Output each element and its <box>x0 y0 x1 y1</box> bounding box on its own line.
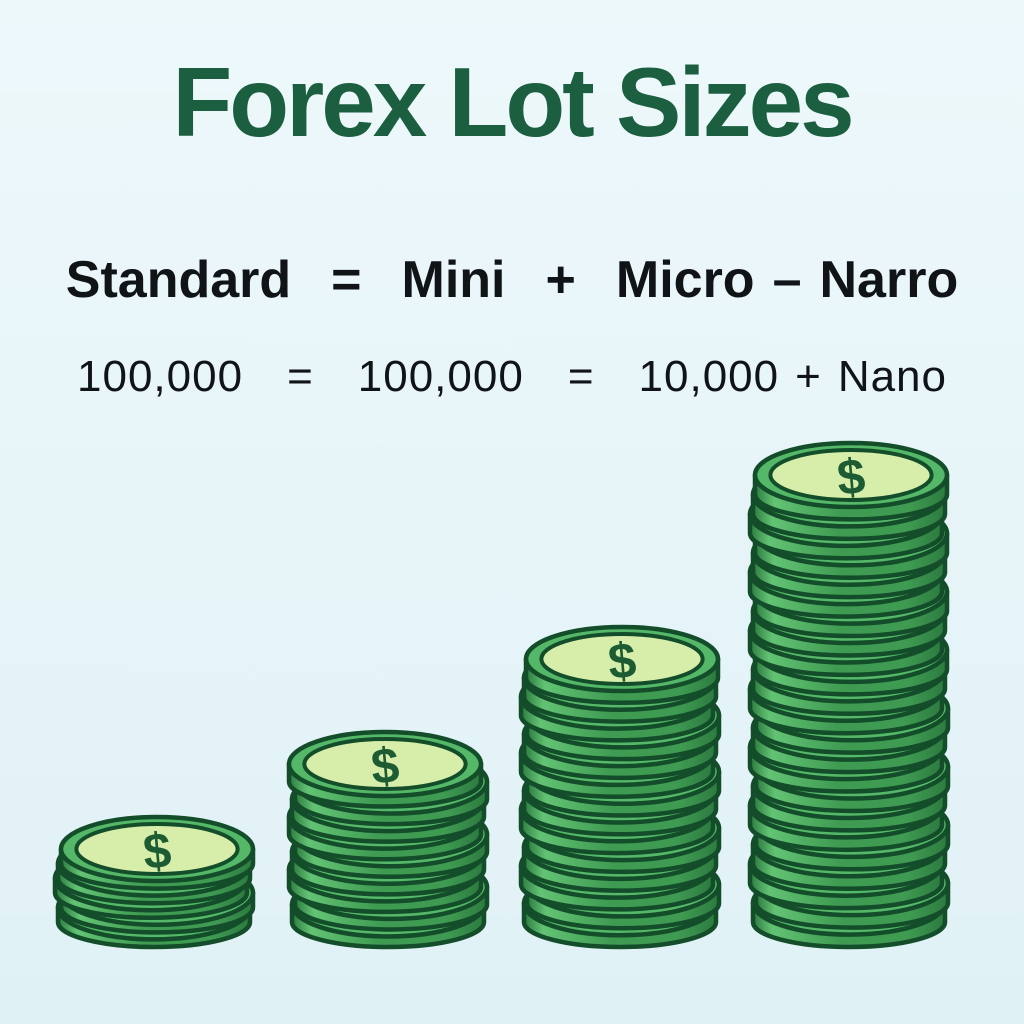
equation-token: Mini <box>401 251 506 309</box>
value-token: 100,000 <box>357 352 524 401</box>
values-row: 100,000 = 100,000 = 10,000 + Nano <box>0 352 1024 402</box>
dollar-sign-icon: $ <box>369 737 402 795</box>
value-token: Nano <box>837 352 947 401</box>
coin-stack-1: $ <box>52 814 256 950</box>
dollar-sign-icon: $ <box>141 822 174 880</box>
equation-token: = <box>331 251 362 309</box>
coin-stack-2: $ <box>286 729 490 950</box>
equation-token: Standard <box>65 251 292 309</box>
equation-row: Standard = Mini + Micro – Narro <box>0 250 1024 310</box>
value-token: 100,000 <box>77 352 244 401</box>
coin-stack-4: $ <box>747 440 951 950</box>
dollar-sign-icon: $ <box>835 448 868 506</box>
equation-token: Narro <box>819 251 959 309</box>
dollar-sign-icon: $ <box>606 632 639 690</box>
equation-token: – <box>772 251 802 309</box>
coin-face <box>302 737 468 791</box>
value-token: = <box>287 352 314 401</box>
value-token: 10,000 <box>638 352 780 401</box>
coin-face <box>768 448 934 502</box>
equation-token: Micro <box>615 251 755 309</box>
coin-face <box>539 632 705 686</box>
value-token: + <box>795 352 822 401</box>
coin-stack-3: $ <box>518 624 722 950</box>
page-title: Forex Lot Sizes <box>172 47 854 157</box>
value-token: = <box>567 352 595 401</box>
coin-face <box>74 822 240 876</box>
equation-token: + <box>545 251 576 309</box>
